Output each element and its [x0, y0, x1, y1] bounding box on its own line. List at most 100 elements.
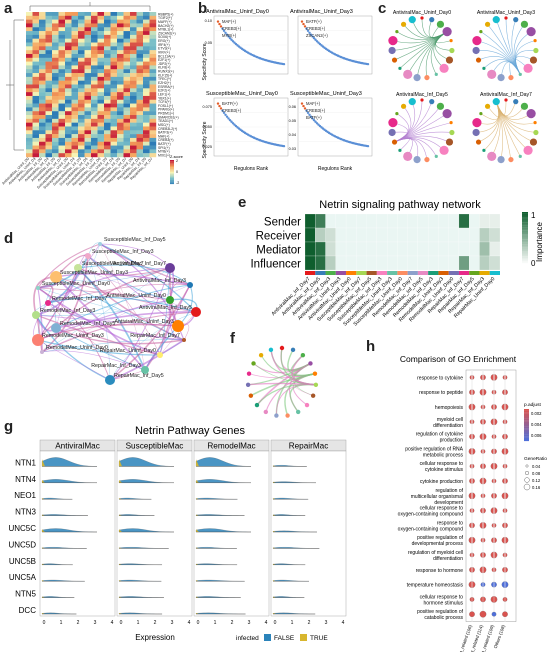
x-tick: 0 [120, 620, 123, 626]
heatmap-cell [91, 84, 98, 89]
heatmap-cell [110, 107, 118, 112]
row-label: Influencer [250, 259, 301, 271]
heatmap-cell [104, 84, 111, 89]
node [484, 21, 491, 27]
heatmap-cell [45, 27, 53, 32]
heatmap-cell [39, 95, 46, 100]
node [533, 129, 539, 136]
heatmap-cell [71, 69, 79, 74]
x-tick: 3 [248, 620, 251, 626]
panel-label-a: a [4, 0, 13, 17]
heat-cell [417, 241, 429, 257]
heatmap-cell [65, 84, 72, 89]
node [408, 98, 416, 106]
go-term-label: positive regulation of RNA [405, 446, 463, 452]
heatmap-cell [71, 141, 79, 146]
network-edge [35, 314, 111, 381]
heatmap-cell [97, 73, 105, 78]
data-point [282, 62, 286, 66]
point-label: MYB(+) [222, 33, 237, 38]
legend-swatch [522, 261, 528, 264]
network-node [165, 263, 175, 273]
node [484, 103, 491, 109]
heatmap-cell [32, 95, 40, 100]
node-label: RepairMac_Inf_Day3 [91, 363, 141, 369]
facet-label: RepairMac [289, 441, 329, 450]
go-dot [502, 611, 508, 618]
node [434, 154, 438, 158]
row-label: Sender [264, 217, 301, 229]
legend-dot [524, 470, 529, 475]
row-label: TCF4(+) [158, 100, 171, 104]
heatmap-cell [110, 73, 118, 78]
heatmap-cell [52, 65, 59, 70]
x-axis-label: Regulons Rank [234, 166, 269, 172]
heatmap-cell [32, 126, 40, 131]
heatmap-cell [39, 122, 46, 127]
heatmap-cell [123, 149, 131, 154]
go-term-label: hemopoiesis [435, 405, 464, 411]
heatmap-cell [136, 42, 144, 47]
heatmap-cell [32, 88, 40, 93]
node [445, 138, 454, 146]
legend-swatch [170, 172, 174, 174]
data-point [227, 35, 230, 38]
heatmap-cell [58, 12, 66, 17]
heatmap-cell [143, 111, 150, 116]
point-label: MAF(+) [222, 19, 237, 24]
heatmap-cell [52, 115, 59, 120]
heatmap-cell [39, 65, 46, 70]
heat-cell [387, 255, 398, 271]
y-tick: 0.06 [289, 105, 296, 109]
heatmap-cell [52, 134, 59, 139]
heatmap-cell [110, 115, 118, 120]
heatmap-cell [143, 84, 150, 89]
panel-c: c AntiviralMac_Uninf_Day0 AntiviralMac_Un… [378, 0, 550, 180]
group-color-bar [315, 271, 326, 275]
facet-panel [270, 450, 347, 617]
data-point [231, 40, 235, 43]
network-edge [77, 267, 146, 371]
heatmap-cell [136, 34, 144, 39]
heatmap-cell [149, 27, 157, 32]
heatmap-cell [123, 50, 131, 55]
heat-cell [407, 255, 418, 271]
go-term-label: differentiation [433, 423, 463, 429]
go-term-label: myeloid cell [437, 417, 463, 423]
legend-swatch [524, 425, 529, 427]
row-label: ZSCAN2(+) [158, 31, 176, 35]
node [442, 108, 452, 119]
chart-title: Netrin signaling pathway network [319, 199, 481, 211]
ridge-true [119, 563, 122, 565]
chart-title: Netrin Pathway Genes [135, 425, 246, 437]
heatmap-cell [65, 27, 72, 32]
heatmap-cell [39, 57, 46, 62]
heatmap-cell [136, 115, 144, 120]
heatmap-cell [84, 73, 92, 78]
heat-cell [366, 213, 377, 229]
heatmap-cell [130, 95, 137, 100]
heat-cell [345, 213, 357, 229]
heatmap-cell [65, 61, 72, 66]
heatmap-cell [78, 12, 85, 17]
heatmap-cell [32, 84, 40, 89]
heatmap-cell [104, 61, 111, 66]
heatmap-cell [78, 137, 85, 142]
heatmap-cell [26, 149, 33, 154]
data-point [219, 107, 223, 110]
heatmap-cell [104, 134, 111, 139]
heatmap-cell [26, 153, 33, 158]
heatmap-cell [123, 107, 131, 112]
heatmap-cell [78, 42, 85, 47]
heatmap-cell [52, 31, 59, 36]
heatmap-cell [26, 73, 33, 78]
heatmap-cell [52, 76, 59, 81]
heatmap-cell [32, 99, 40, 104]
legend-swatch [522, 220, 528, 223]
heatmap-cell [26, 88, 33, 93]
network-edge [109, 311, 197, 381]
legend-swatch [170, 174, 174, 176]
heatmap-cell [65, 80, 72, 85]
rank-plots-b: AntiviralMac_Uninf_Day0 MAF(+) CREB3(+) MYB… [202, 9, 373, 172]
heatmap-cell [123, 99, 131, 104]
